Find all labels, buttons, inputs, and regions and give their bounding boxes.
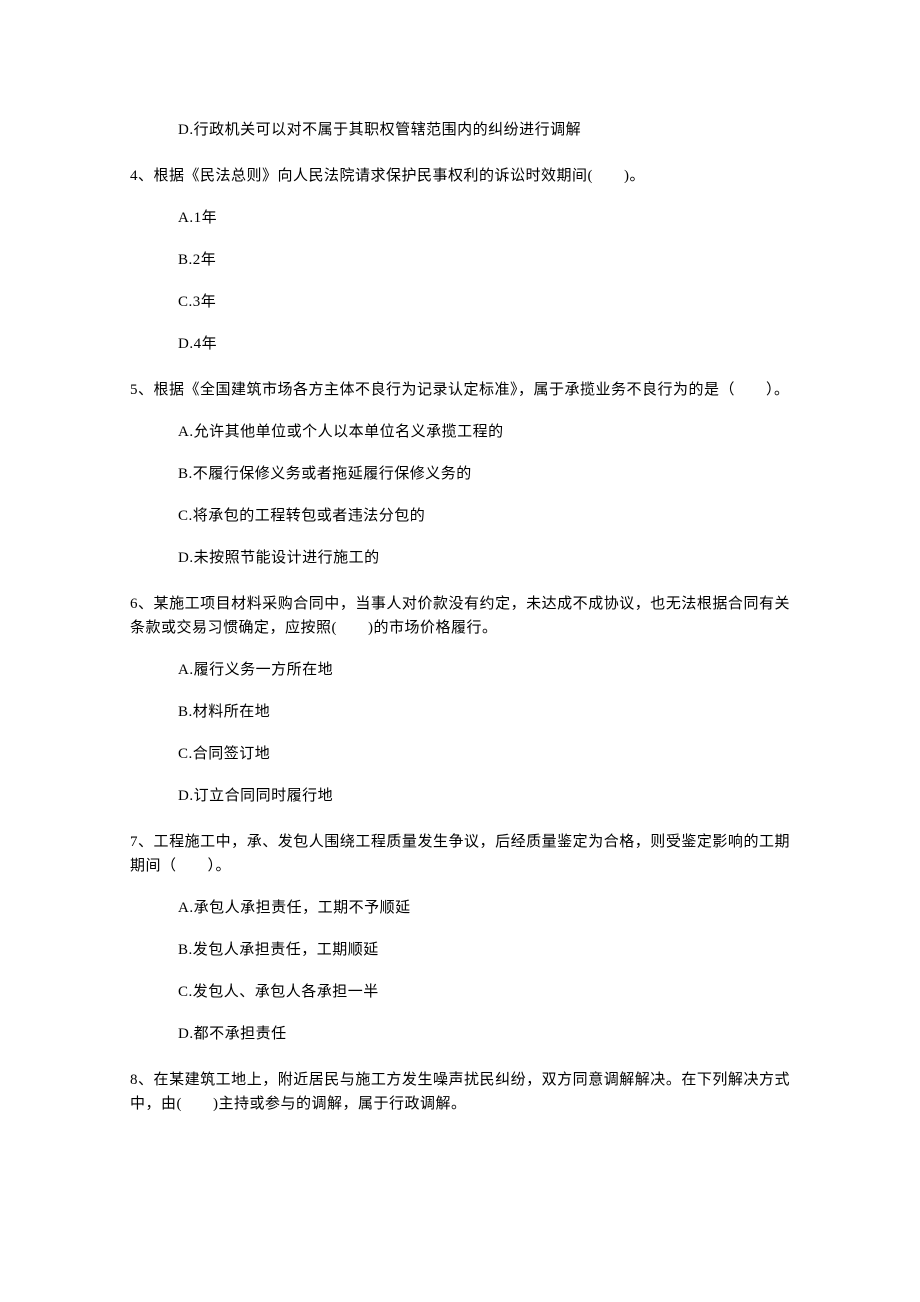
option-text: D.都不承担责任 (130, 1022, 790, 1046)
option-text: A.承包人承担责任，工期不予顺延 (130, 896, 790, 920)
option-text: B.2年 (130, 248, 790, 272)
question-stem: 4、根据《民法总则》向人民法院请求保护民事权利的诉讼时效期间( )。 (130, 164, 790, 188)
option-text: D.订立合同同时履行地 (130, 784, 790, 808)
option-text: A.允许其他单位或个人以本单位名义承揽工程的 (130, 420, 790, 444)
option-text: A.1年 (130, 206, 790, 230)
option-text: A.履行义务一方所在地 (130, 658, 790, 682)
option-text: C.将承包的工程转包或者违法分包的 (130, 504, 790, 528)
option-text: D.未按照节能设计进行施工的 (130, 546, 790, 570)
option-text: B.发包人承担责任，工期顺延 (130, 938, 790, 962)
question-stem: 8、在某建筑工地上，附近居民与施工方发生噪声扰民纠纷，双方同意调解解决。在下列解… (130, 1068, 790, 1116)
document-page: D.行政机关可以对不属于其职权管辖范围内的纠纷进行调解 4、根据《民法总则》向人… (0, 0, 920, 1194)
option-text: C.3年 (130, 290, 790, 314)
option-text: B.材料所在地 (130, 700, 790, 724)
option-text: C.发包人、承包人各承担一半 (130, 980, 790, 1004)
option-text: D.4年 (130, 332, 790, 356)
option-text: B.不履行保修义务或者拖延履行保修义务的 (130, 462, 790, 486)
question-stem: 7、工程施工中，承、发包人围绕工程质量发生争议，后经质量鉴定为合格，则受鉴定影响… (130, 830, 790, 878)
option-text: D.行政机关可以对不属于其职权管辖范围内的纠纷进行调解 (130, 118, 790, 142)
option-text: C.合同签订地 (130, 742, 790, 766)
question-stem: 6、某施工项目材料采购合同中，当事人对价款没有约定，未达成不成协议，也无法根据合… (130, 592, 790, 640)
question-stem: 5、根据《全国建筑市场各方主体不良行为记录认定标准》，属于承揽业务不良行为的是（… (130, 378, 790, 402)
